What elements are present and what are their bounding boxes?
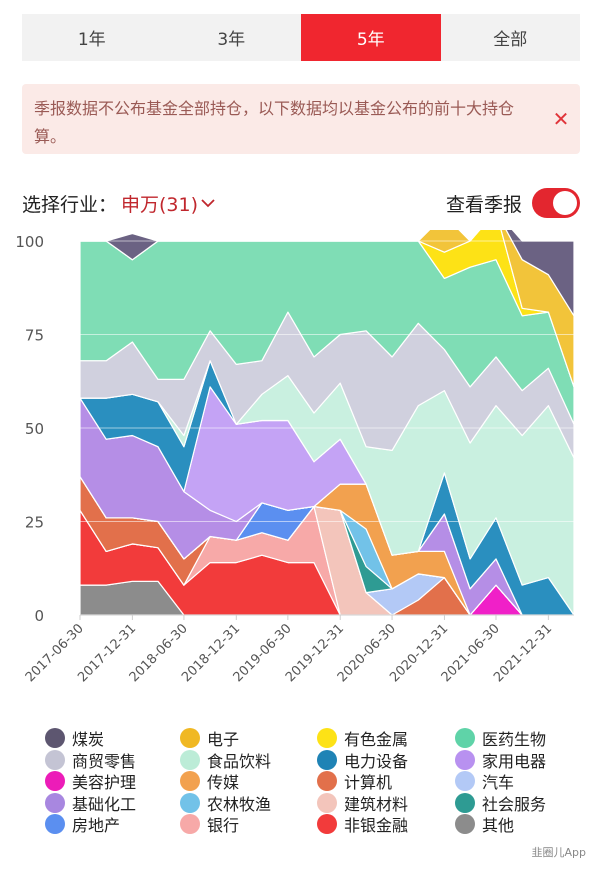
y-tick-label: 0	[34, 607, 44, 625]
legend-label: 计算机	[344, 773, 393, 792]
notice-banner: 季报数据不公布基金全部持仓，以下数据均以基金公布的前十大持仓算。 ✕	[22, 84, 580, 154]
legend-item[interactable]: 计算机	[317, 769, 392, 793]
legend-label: 家用电器	[482, 751, 547, 771]
legend-item[interactable]: 汽车	[455, 769, 514, 793]
report-toggle-group: 查看季报	[446, 188, 580, 218]
legend-swatch	[180, 771, 200, 791]
close-icon[interactable]: ✕	[552, 107, 570, 131]
legend-label: 电力设备	[344, 751, 409, 771]
tab-1y[interactable]: 1年	[77, 30, 106, 50]
legend-item[interactable]: 食品饮料	[180, 748, 271, 772]
legend-label: 房地产	[72, 816, 121, 835]
y-tick-label: 100	[15, 233, 44, 251]
legend-label: 农林牧渔	[207, 794, 272, 814]
legend-swatch	[45, 728, 65, 748]
legend-swatch	[317, 792, 337, 813]
legend-swatch	[180, 792, 200, 813]
toggle-knob	[553, 191, 577, 215]
legend-item[interactable]: 美容护理	[45, 769, 136, 793]
legend-swatch	[45, 771, 65, 791]
legend-item[interactable]: 煤炭	[45, 726, 104, 750]
legend-item[interactable]: 基础化工	[45, 791, 136, 815]
legend-label: 非银金融	[344, 816, 409, 835]
industry-filter-label: 选择行业：	[22, 193, 118, 216]
legend-swatch	[180, 749, 200, 770]
industry-dropdown[interactable]: 申万(31)	[121, 190, 215, 217]
legend-item[interactable]: 商贸零售	[45, 748, 136, 772]
legend-swatch	[455, 814, 475, 834]
report-toggle[interactable]	[532, 188, 580, 218]
legend-swatch	[455, 792, 475, 813]
legend-item[interactable]: 银行	[180, 812, 239, 836]
legend-label: 美容护理	[72, 773, 137, 792]
watermark: 韭圈儿App	[531, 846, 587, 859]
period-tabs: 1年 3年 5年 全部	[22, 14, 580, 61]
legend-label: 医药生物	[482, 730, 547, 749]
legend-swatch	[180, 814, 200, 834]
legend-label: 电子	[207, 730, 240, 749]
chevron-down-icon	[201, 199, 215, 208]
legend-label: 煤炭	[72, 730, 105, 749]
legend-item[interactable]: 社会服务	[455, 791, 546, 815]
report-toggle-label: 查看季报	[445, 193, 522, 216]
legend-swatch	[317, 749, 337, 770]
legend-item[interactable]: 农林牧渔	[180, 791, 271, 815]
legend-item[interactable]: 建筑材料	[317, 791, 408, 815]
legend-label: 食品饮料	[207, 751, 272, 771]
legend-swatch	[455, 749, 475, 770]
legend-swatch	[455, 728, 475, 748]
y-tick-label: 25	[25, 514, 44, 532]
legend-item[interactable]: 医药生物	[455, 726, 546, 750]
y-tick-label: 75	[25, 327, 44, 345]
legend-swatch	[45, 792, 65, 813]
notice-text: 季报数据不公布基金全部持仓，以下数据均以基金公布的前十大持仓算。	[34, 99, 515, 146]
legend-item[interactable]: 其他	[455, 812, 514, 836]
legend-swatch	[180, 728, 200, 748]
legend-label: 建筑材料	[344, 794, 409, 814]
legend-label: 汽车	[482, 773, 515, 792]
industry-dropdown-value: 申万(31)	[121, 193, 199, 216]
legend-swatch	[45, 749, 65, 770]
legend-item[interactable]: 房地产	[45, 812, 120, 836]
legend-label: 社会服务	[482, 794, 547, 814]
legend-label: 银行	[207, 816, 240, 835]
legend-swatch	[317, 814, 337, 834]
legend-label: 商贸零售	[72, 751, 137, 771]
tab-3y[interactable]: 3年	[217, 30, 246, 50]
legend-swatch	[317, 771, 337, 791]
legend-swatch	[45, 814, 65, 834]
legend-label: 其他	[482, 816, 515, 835]
legend-swatch	[455, 771, 475, 791]
legend-item[interactable]: 传媒	[180, 769, 239, 793]
filter-row: 选择行业： 申万(31) 查看季报	[22, 186, 580, 220]
legend-label: 基础化工	[72, 794, 137, 814]
tab-5y[interactable]: 5年	[301, 14, 441, 61]
legend-item[interactable]: 电子	[180, 726, 239, 750]
legend-swatch	[317, 728, 337, 748]
industry-allocation-chart: 02550751002017-06-302017-12-312018-06-30…	[15, 230, 575, 685]
legend-item[interactable]: 家用电器	[455, 748, 546, 772]
legend-item[interactable]: 有色金属	[317, 726, 408, 750]
legend-label: 传媒	[207, 773, 240, 792]
legend-label: 有色金属	[344, 730, 409, 749]
tab-all[interactable]: 全部	[493, 30, 528, 50]
legend-item[interactable]: 非银金融	[317, 812, 408, 836]
y-tick-label: 50	[25, 420, 44, 438]
legend-item[interactable]: 电力设备	[317, 748, 408, 772]
